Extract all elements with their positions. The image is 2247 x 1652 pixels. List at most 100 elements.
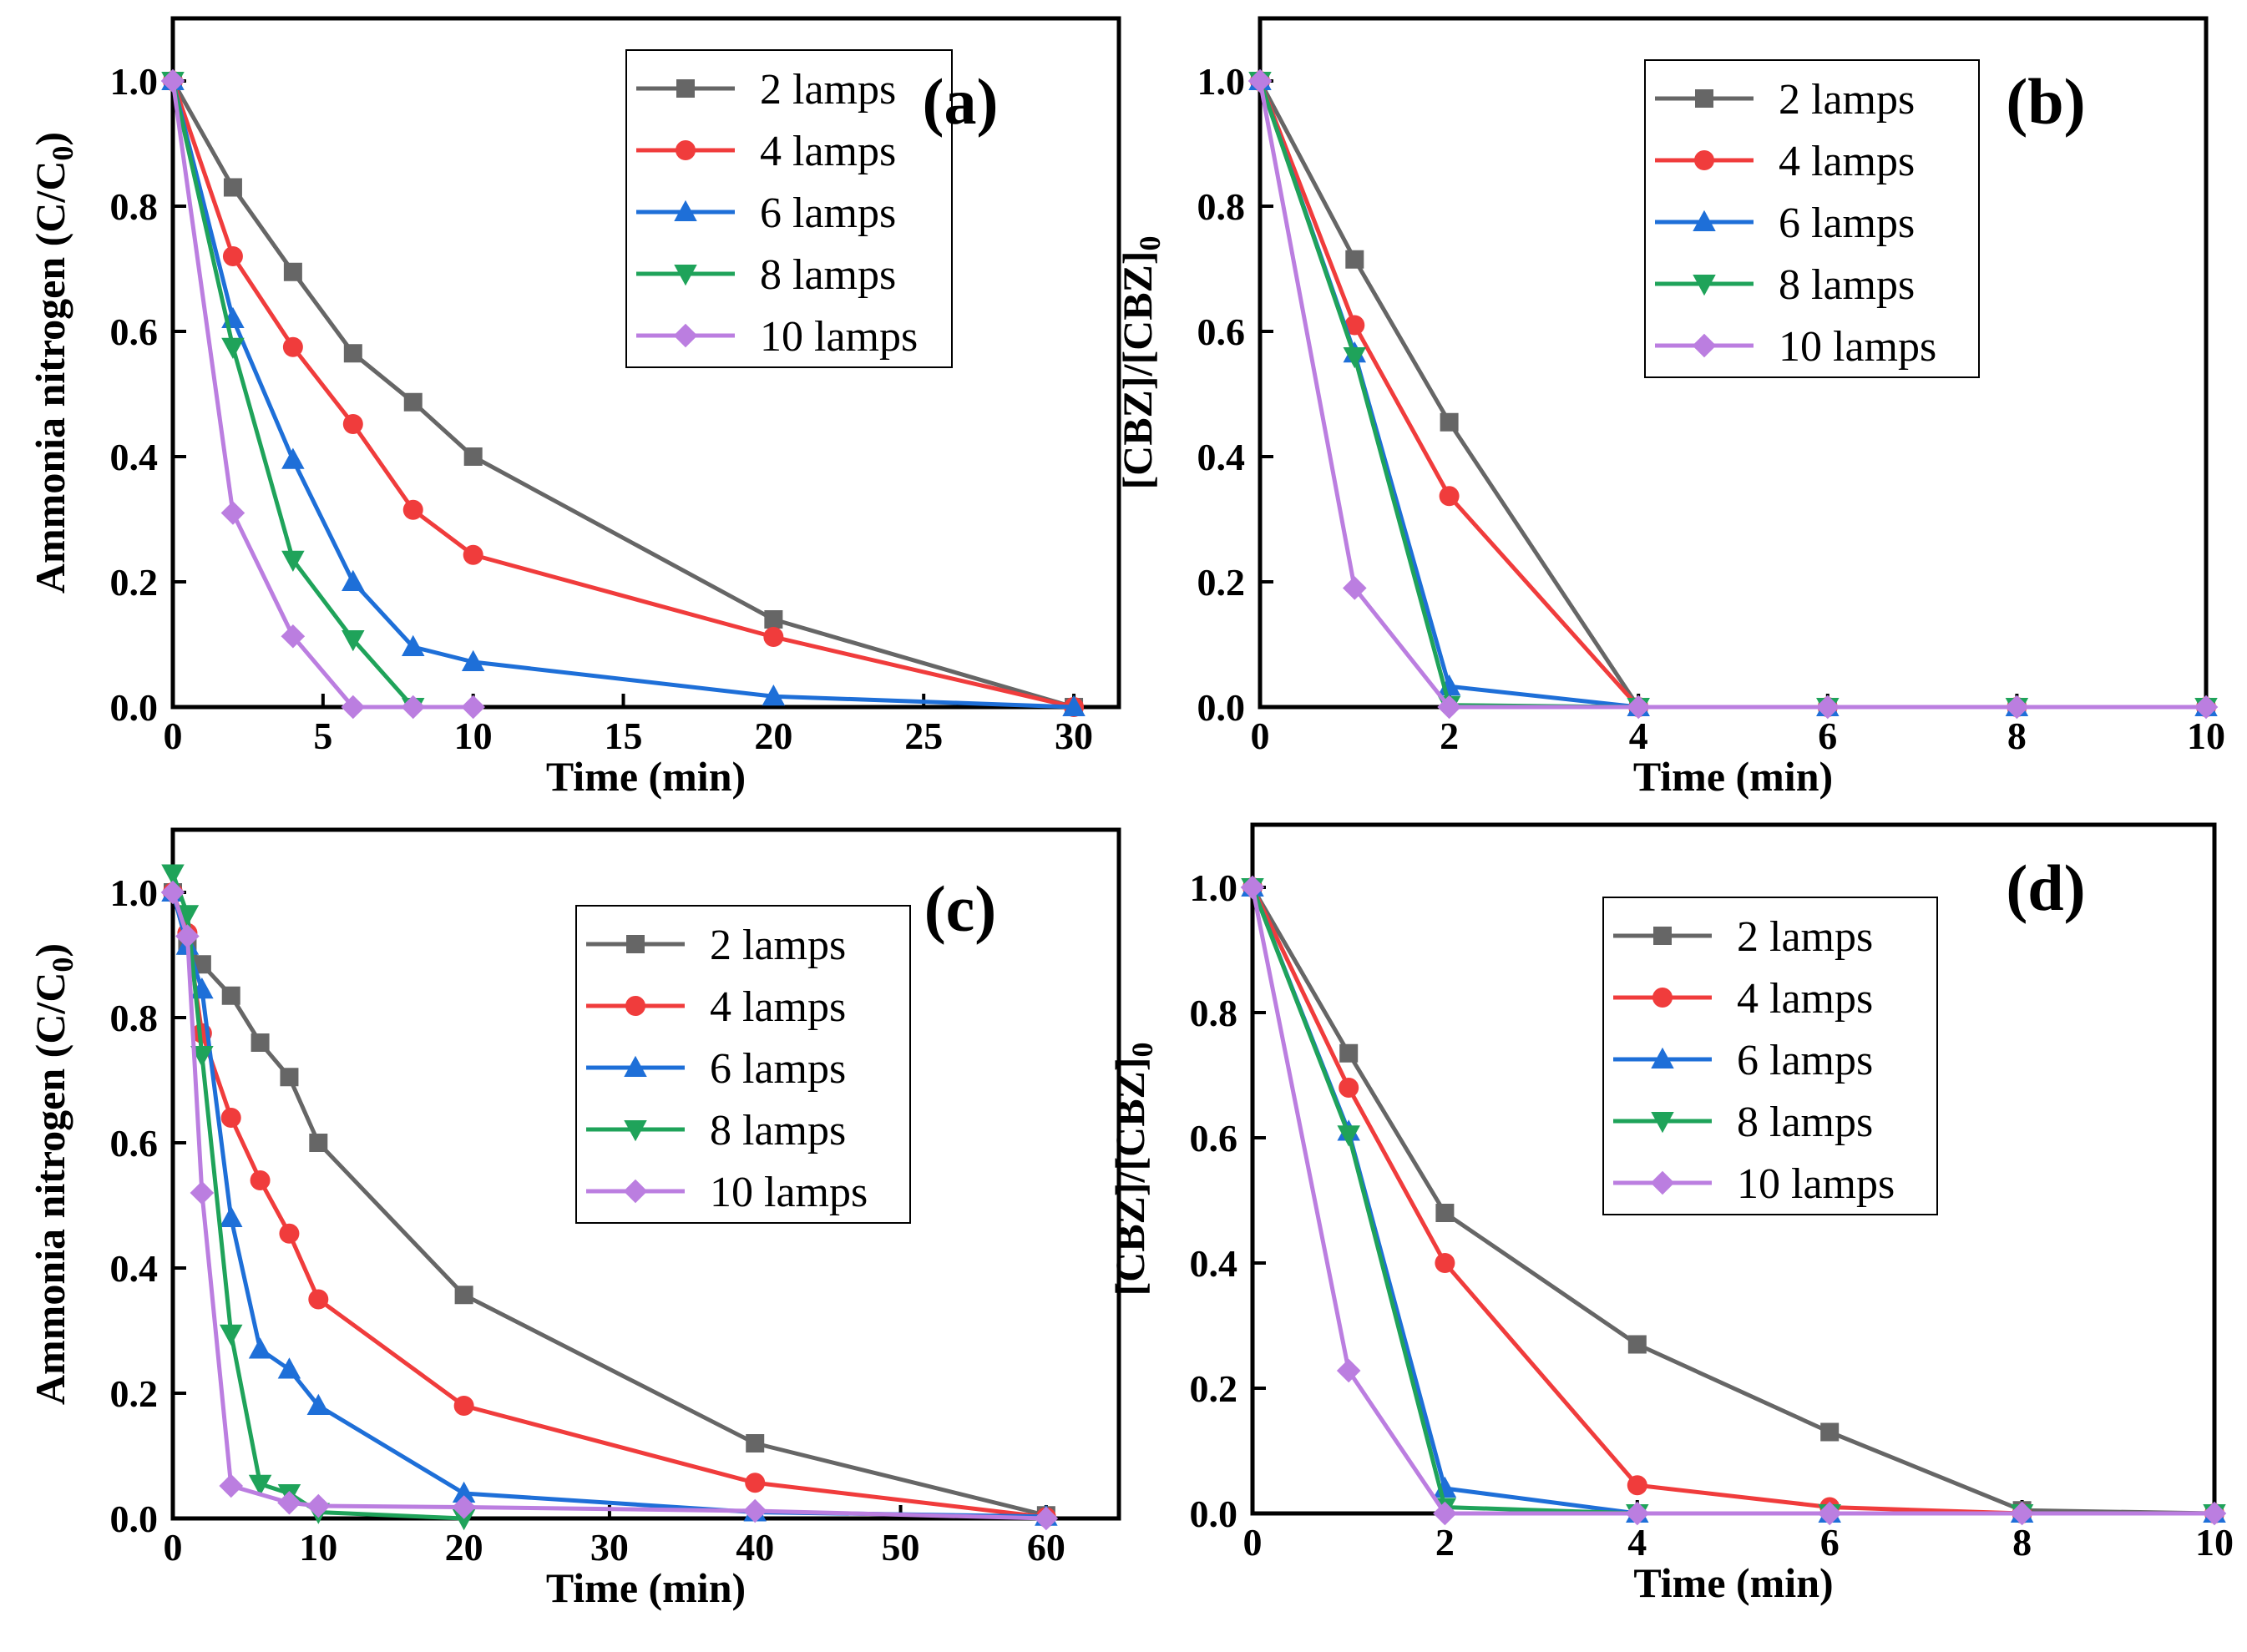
y-tick-label: 0.2 [110, 1372, 159, 1415]
y-tick-label: 0.6 [1197, 311, 1246, 353]
x-tick-label: 15 [605, 715, 643, 757]
y-tick-label: 0.4 [1197, 436, 1246, 478]
data-point [175, 905, 200, 927]
legend: 2 lamps 4 lamps 6 lamps 8 lamps 10 lamps [1644, 59, 1980, 378]
legend-label: 2 lamps [760, 66, 896, 114]
y-tick-label: 0.4 [110, 436, 159, 478]
x-tick-label: 30 [590, 1526, 629, 1569]
data-point [308, 1289, 329, 1310]
y-tick-label: 0.8 [110, 997, 159, 1039]
data-point [343, 344, 362, 363]
series-10-lamps [1240, 875, 2227, 1526]
data-point [221, 337, 245, 360]
y-tick-label: 0.2 [1197, 561, 1246, 604]
y-tick-label: 0.0 [110, 686, 159, 729]
legend-marker [1651, 1112, 1674, 1134]
data-point [277, 1490, 301, 1515]
data-point [454, 1286, 473, 1305]
legend-marker [1693, 210, 1716, 231]
data-point [1625, 1501, 1650, 1526]
chart-panel-a: 0 5 10 15 20 25 30 0.0 0.2 0.4 0.6 0.8 1.0 Time (min)… [27, 16, 1121, 800]
legend-label: 4 lamps [1737, 975, 1873, 1023]
legend-marker [1692, 333, 1717, 358]
data-point [1345, 250, 1364, 269]
data-point [175, 924, 200, 948]
legend: 2 lamps 4 lamps 6 lamps 8 lamps 10 lamps [1602, 897, 1938, 1215]
data-point [763, 627, 784, 647]
data-point [403, 392, 423, 412]
legend-marker [625, 996, 645, 1016]
data-point [2202, 1501, 2227, 1526]
data-point [279, 1223, 300, 1244]
data-point [1343, 576, 1367, 600]
legend-label: 2 lamps [710, 922, 846, 969]
y-tick-label: 0.0 [1190, 1493, 1238, 1535]
legend-marker [1694, 150, 1714, 170]
legend-label: 2 lamps [1737, 913, 1873, 961]
legend-marker [674, 265, 697, 286]
x-tick-label: 10 [299, 1526, 337, 1569]
data-point [1343, 347, 1367, 369]
legend-label: 6 lamps [1779, 200, 1915, 247]
data-point [764, 610, 783, 629]
y-tick-label: 1.0 [110, 60, 159, 103]
y-tick-label: 0.8 [1190, 992, 1238, 1034]
data-point [248, 1337, 272, 1359]
data-point [342, 569, 365, 591]
data-point [452, 1495, 476, 1519]
y-tick-label: 0.8 [110, 185, 159, 228]
y-tick-label: 0.2 [1190, 1367, 1238, 1410]
x-axis-title: Time (min) [546, 753, 746, 800]
y-tick-label: 0.8 [1197, 185, 1246, 228]
y-tick-label: 0.0 [1197, 686, 1246, 729]
data-point [1440, 412, 1459, 432]
data-point [1627, 1335, 1647, 1354]
series-2-lamps [164, 883, 1055, 1525]
data-point [1240, 875, 1265, 900]
x-tick-label: 10 [2195, 1521, 2234, 1564]
chart-panel-b: 0 2 4 6 8 10 0.0 0.2 0.4 0.6 0.8 1.0 Time (min) [CBZ]… [1114, 16, 2225, 800]
legend-label: 4 lamps [710, 983, 846, 1031]
data-point [2005, 695, 2029, 720]
data-point [248, 1474, 272, 1497]
data-point [306, 1393, 331, 1415]
data-point [2194, 695, 2219, 720]
x-tick-label: 6 [1818, 715, 1837, 757]
y-axis-title: [CBZ]/[CBZ]0 [1106, 1042, 1159, 1296]
data-point [1435, 1253, 1455, 1273]
y-axis-title: Ammonia nitrogen (C/C0) [27, 943, 79, 1405]
data-point [1437, 695, 1461, 720]
data-point [341, 695, 366, 720]
plot-frame [170, 16, 1121, 710]
data-point [160, 68, 185, 93]
x-tick-label: 40 [736, 1526, 774, 1569]
data-point [281, 447, 305, 469]
legend-label: 2 lamps [1779, 76, 1915, 124]
data-point [161, 864, 185, 886]
panel-label: (a) [923, 65, 999, 138]
legend-marker [623, 1179, 648, 1204]
data-point [1626, 695, 1651, 720]
data-point [452, 1481, 476, 1503]
x-axis-title: Time (min) [546, 1564, 746, 1611]
x-tick-label: 30 [1055, 715, 1093, 757]
x-tick-label: 10 [2187, 715, 2225, 757]
data-point [223, 178, 242, 197]
data-point [1062, 695, 1086, 716]
series-line [170, 872, 464, 1521]
data-point [342, 414, 363, 434]
data-point [1435, 1204, 1455, 1222]
data-point [401, 634, 425, 656]
legend-label: 10 lamps [710, 1169, 868, 1216]
legend-label: 10 lamps [1737, 1160, 1895, 1208]
legend-label: 10 lamps [1779, 323, 1936, 371]
legend-marker [1651, 1047, 1674, 1068]
data-point [1439, 486, 1460, 507]
data-point [309, 1134, 328, 1152]
legend-label: 8 lamps [1737, 1099, 1873, 1146]
data-point [453, 1396, 474, 1416]
data-point [1817, 1501, 1842, 1526]
y-tick-label: 0.0 [110, 1498, 159, 1540]
data-point [452, 1509, 476, 1531]
